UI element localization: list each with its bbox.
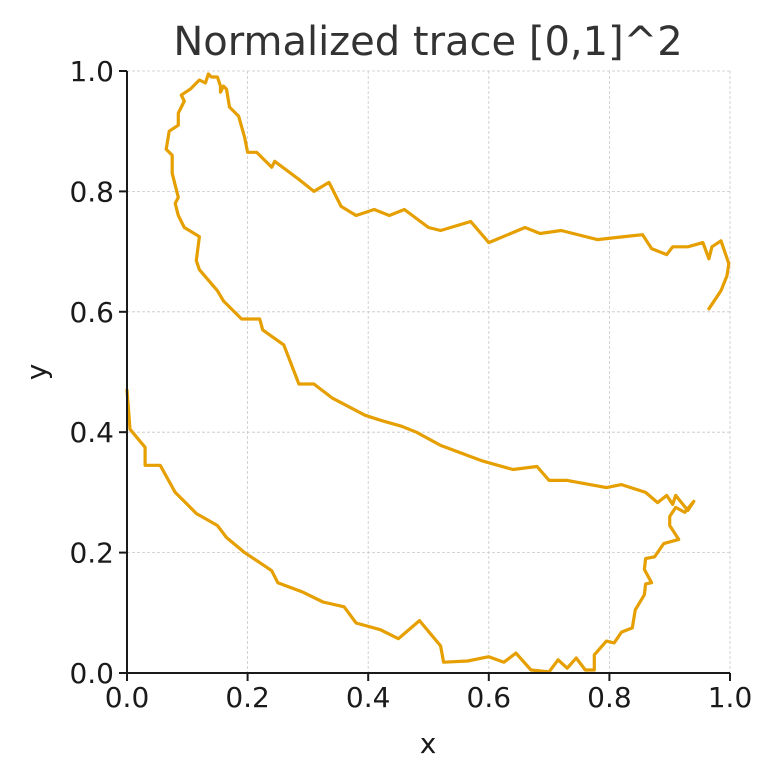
y-tick-label: 0.0: [69, 657, 114, 690]
y-tick-label: 0.2: [69, 537, 114, 570]
x-tick-label: 0.2: [225, 681, 270, 714]
x-axis-label: x: [420, 727, 437, 760]
x-tick-label: 1.0: [708, 681, 753, 714]
x-tick-label: 0.4: [346, 681, 391, 714]
x-tick-label: 0.6: [467, 681, 512, 714]
axes: [119, 70, 731, 681]
x-tick-label: 0.0: [105, 681, 150, 714]
y-tick-label: 0.6: [69, 296, 114, 329]
series-line: [125, 72, 731, 674]
y-tick-label: 0.4: [69, 416, 114, 449]
y-axis-label: y: [20, 364, 53, 381]
y-tick-label: 0.8: [69, 175, 114, 208]
x-tick-label: 0.8: [587, 681, 632, 714]
series-layer: [125, 72, 731, 674]
x-tick-labels: 0.0 0.2 0.4 0.6 0.8 1.0: [105, 681, 753, 714]
y-tick-labels: 0.0 0.2 0.4 0.6 0.8 1.0: [69, 55, 114, 690]
chart-title: Normalized trace [0,1]^2: [173, 19, 682, 65]
grid: [126, 70, 731, 674]
y-tick-label: 1.0: [69, 55, 114, 88]
